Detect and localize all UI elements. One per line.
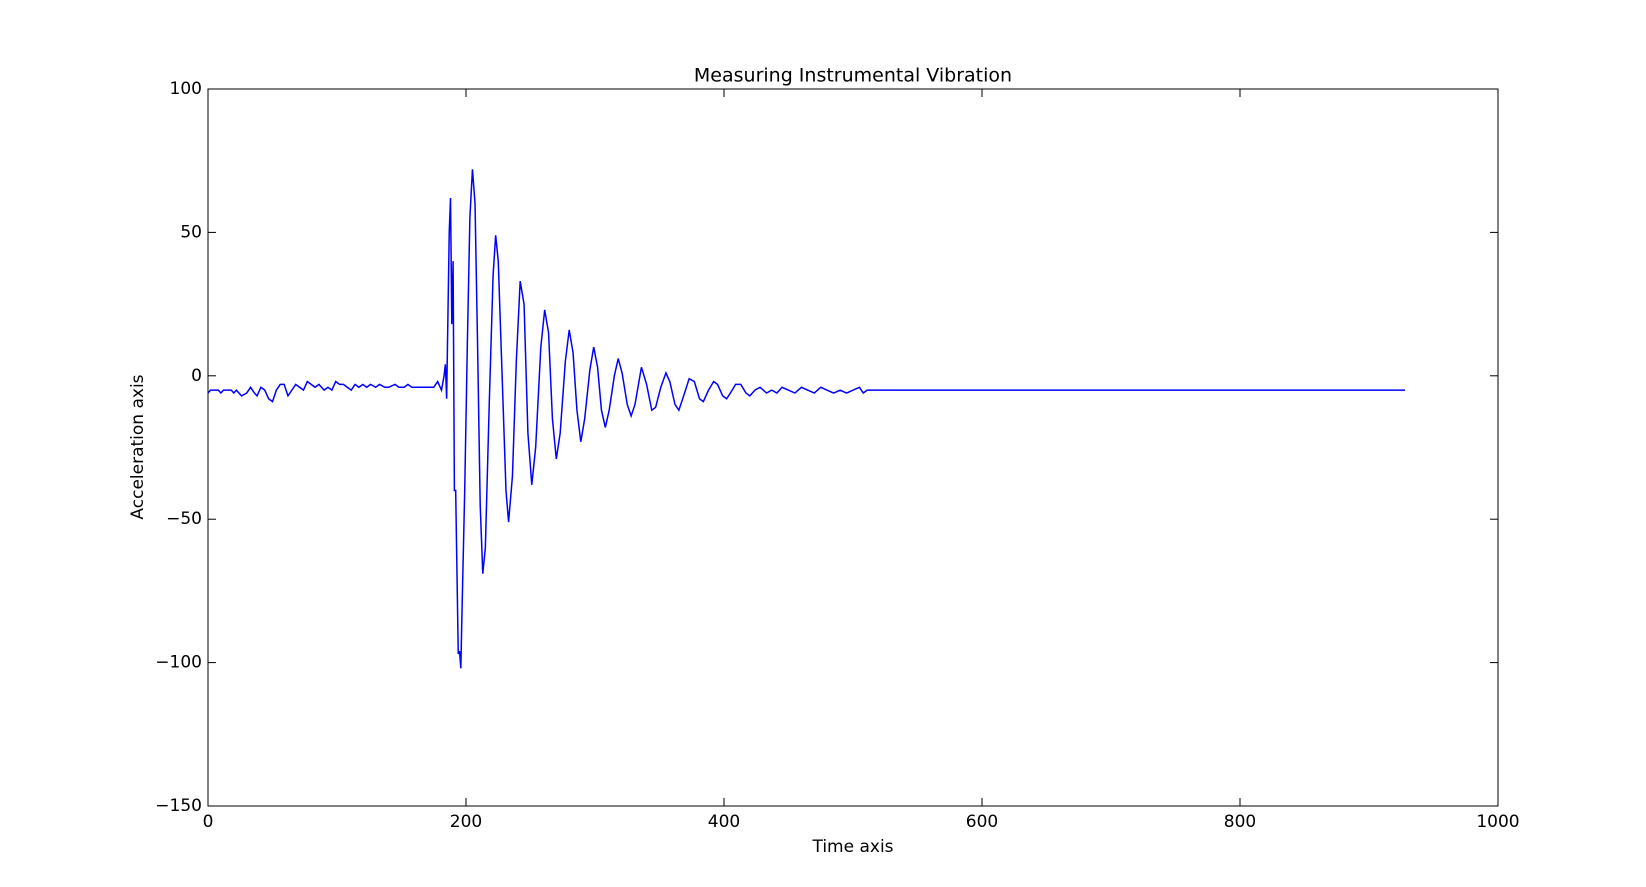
- x-tick-label: 0: [203, 812, 214, 832]
- x-tick-label: 800: [1224, 812, 1256, 832]
- x-tick-label: 1000: [1476, 812, 1519, 832]
- y-tick-label: −100: [155, 653, 202, 673]
- x-tick-label: 600: [966, 812, 998, 832]
- y-tick-label: −50: [166, 509, 202, 529]
- y-tick-label: 50: [180, 222, 202, 242]
- data-line: [207, 169, 1406, 669]
- plot-frame: [207, 88, 1499, 807]
- x-tick-label: 400: [708, 812, 740, 832]
- x-axis-label: Time axis: [811, 837, 893, 857]
- chart-title: Measuring Instrumental Vibration: [694, 65, 1012, 87]
- y-tick-label: 100: [170, 79, 202, 99]
- y-tick-label: 0: [191, 366, 202, 386]
- y-tick-label: −150: [155, 796, 202, 816]
- y-axis-label: Acceleration axis: [128, 374, 148, 519]
- x-tick-label: 200: [450, 812, 482, 832]
